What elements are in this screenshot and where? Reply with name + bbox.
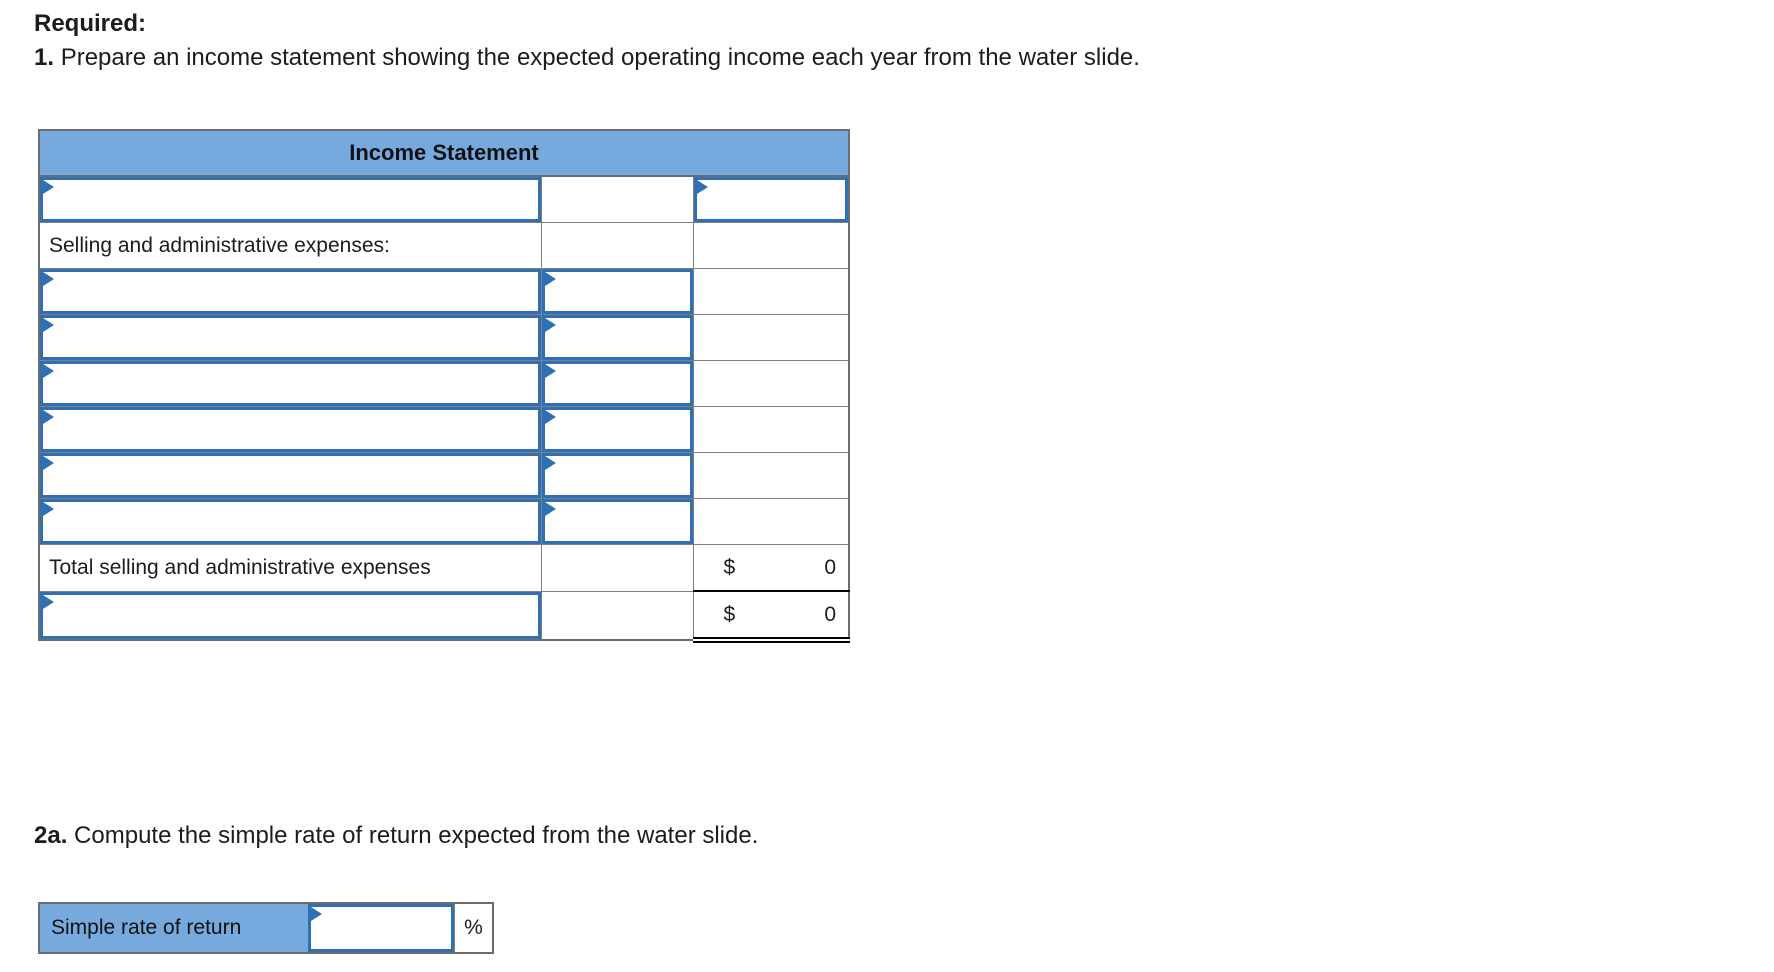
expense-amount-entry-box[interactable] bbox=[541, 499, 693, 544]
dropdown-flag-icon bbox=[43, 180, 54, 194]
expense-item-entry-box[interactable] bbox=[40, 453, 541, 498]
blank-cell bbox=[692, 406, 850, 453]
percent-unit-label: % bbox=[454, 904, 492, 952]
expense-item-select-cell[interactable] bbox=[38, 268, 542, 315]
blank-cell bbox=[692, 222, 850, 269]
total-amount-cell: $ 0 bbox=[692, 544, 850, 592]
table-title: Income Statement bbox=[38, 129, 850, 177]
table-row bbox=[38, 314, 850, 361]
dropdown-flag-icon bbox=[43, 364, 54, 378]
simple-rate-of-return-control: Simple rate of return % bbox=[38, 902, 494, 954]
expense-amount-entry-box[interactable] bbox=[541, 407, 693, 452]
table-row bbox=[38, 406, 850, 453]
expense-amount-input-cell[interactable] bbox=[540, 268, 694, 315]
blank-cell bbox=[540, 175, 694, 223]
simple-rate-entry-box[interactable] bbox=[308, 904, 454, 952]
income-statement-table: Income Statement Selling and administrat… bbox=[38, 129, 850, 643]
instruction-2a-text: Compute the simple rate of return expect… bbox=[74, 822, 759, 849]
instruction-2a: 2a. Compute the simple rate of return ex… bbox=[34, 822, 758, 850]
dropdown-flag-icon bbox=[544, 502, 556, 516]
instruction-1-text: Prepare an income statement showing the … bbox=[60, 44, 1140, 71]
total-label-cell: Total selling and administrative expense… bbox=[38, 544, 542, 592]
dropdown-flag-icon bbox=[544, 272, 556, 286]
blank-cell bbox=[692, 498, 850, 545]
amount-input-cell[interactable] bbox=[692, 175, 850, 223]
blank-cell bbox=[692, 314, 850, 361]
expense-amount-entry-box[interactable] bbox=[541, 269, 693, 314]
expense-item-select-cell[interactable] bbox=[38, 406, 542, 453]
expense-item-select-cell[interactable] bbox=[38, 360, 542, 407]
blank-cell bbox=[540, 590, 694, 641]
dropdown-flag-icon bbox=[544, 318, 556, 332]
expense-item-entry-box[interactable] bbox=[40, 407, 541, 452]
table-row: $ 0 bbox=[38, 590, 850, 643]
expense-item-select-cell[interactable] bbox=[38, 452, 542, 499]
expense-item-select-cell[interactable] bbox=[38, 314, 542, 361]
table-row bbox=[38, 268, 850, 315]
expense-item-entry-box[interactable] bbox=[40, 499, 541, 544]
expense-amount-input-cell[interactable] bbox=[540, 406, 694, 453]
dropdown-flag-icon bbox=[43, 502, 54, 516]
expense-amount-input-cell[interactable] bbox=[540, 498, 694, 545]
line-item-entry-box[interactable] bbox=[40, 591, 541, 639]
dropdown-flag-icon bbox=[696, 180, 708, 194]
table-row: Selling and administrative expenses: bbox=[38, 222, 850, 269]
expense-amount-entry-box[interactable] bbox=[541, 361, 693, 406]
blank-cell bbox=[540, 544, 694, 592]
table-row bbox=[38, 360, 850, 407]
blank-cell bbox=[692, 268, 850, 315]
dropdown-flag-icon bbox=[43, 410, 54, 424]
expense-amount-entry-box[interactable] bbox=[541, 315, 693, 360]
table-row bbox=[38, 498, 850, 545]
expense-item-select-cell[interactable] bbox=[38, 498, 542, 545]
instruction-1-number: 1. bbox=[34, 44, 55, 71]
dropdown-flag-icon bbox=[43, 456, 54, 470]
dropdown-flag-icon bbox=[544, 456, 556, 470]
dropdown-flag-icon bbox=[43, 272, 54, 286]
dropdown-flag-icon bbox=[544, 364, 556, 378]
simple-rate-label: Simple rate of return bbox=[40, 904, 308, 952]
instruction-1: 1. Prepare an income statement showing t… bbox=[34, 44, 1140, 72]
expense-amount-input-cell[interactable] bbox=[540, 314, 694, 361]
table-row: Total selling and administrative expense… bbox=[38, 544, 850, 592]
dropdown-flag-icon bbox=[43, 594, 54, 609]
expense-amount-entry-box[interactable] bbox=[541, 453, 693, 498]
table-row bbox=[38, 452, 850, 499]
expense-item-entry-box[interactable] bbox=[40, 269, 541, 314]
expense-item-entry-box[interactable] bbox=[40, 315, 541, 360]
amount-entry-box[interactable] bbox=[693, 177, 848, 222]
blank-cell bbox=[692, 452, 850, 499]
dropdown-flag-icon bbox=[544, 410, 556, 424]
expense-amount-input-cell[interactable] bbox=[540, 360, 694, 407]
blank-cell bbox=[692, 360, 850, 407]
dropdown-flag-icon bbox=[43, 318, 54, 332]
blank-cell bbox=[540, 222, 694, 269]
net-value: 0 bbox=[824, 602, 836, 626]
line-item-entry-box[interactable] bbox=[40, 177, 541, 222]
simple-rate-input-cell[interactable] bbox=[308, 904, 454, 952]
total-value: 0 bbox=[824, 555, 836, 579]
currency-symbol: $ bbox=[723, 602, 736, 626]
required-label: Required: bbox=[34, 10, 147, 37]
currency-symbol: $ bbox=[723, 555, 736, 579]
section-label-cell: Selling and administrative expenses: bbox=[38, 222, 542, 269]
dropdown-flag-icon bbox=[311, 907, 322, 921]
expense-item-entry-box[interactable] bbox=[40, 361, 541, 406]
line-item-select-cell[interactable] bbox=[38, 175, 542, 223]
instruction-2a-number: 2a. bbox=[34, 822, 68, 849]
net-amount-cell: $ 0 bbox=[692, 590, 850, 643]
line-item-select-cell[interactable] bbox=[38, 590, 542, 641]
table-row bbox=[38, 175, 850, 223]
expense-amount-input-cell[interactable] bbox=[540, 452, 694, 499]
